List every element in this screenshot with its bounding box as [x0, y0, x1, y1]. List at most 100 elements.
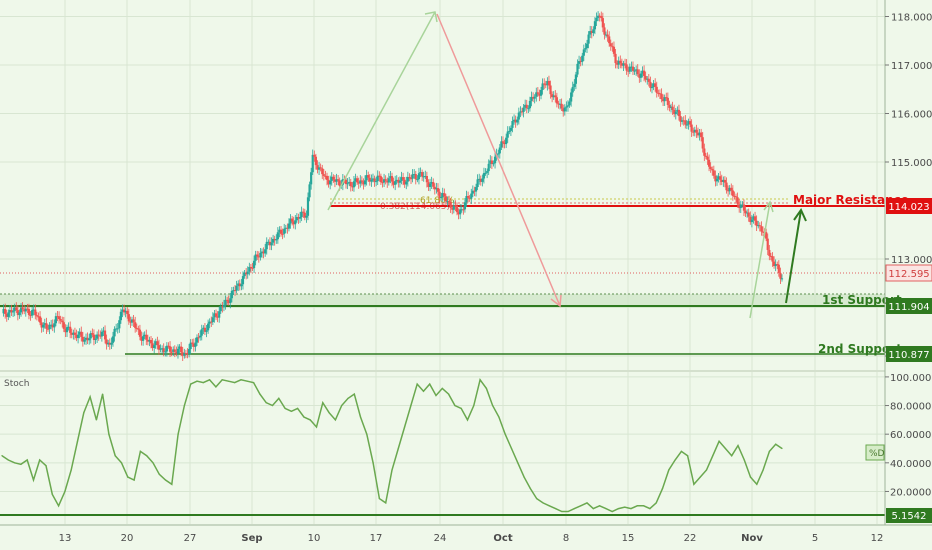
candle-body: [516, 119, 519, 123]
candle-body: [78, 331, 81, 335]
stoch-point: [768, 450, 771, 452]
candle-body: [465, 196, 468, 203]
candle-body: [107, 342, 110, 345]
candle-body: [57, 316, 61, 320]
stoch-point: [227, 380, 230, 382]
candle-body: [681, 120, 684, 122]
candle-body: [430, 182, 433, 184]
candle-body: [746, 212, 749, 214]
stoch-point: [139, 450, 141, 452]
time-tick-label: 13: [59, 533, 72, 544]
candle-body: [387, 178, 390, 183]
stoch-point: [372, 462, 374, 464]
candle-body: [392, 181, 395, 185]
candle-body: [505, 137, 508, 145]
stoch-point: [636, 505, 638, 507]
candle-body: [679, 116, 682, 122]
candle-body: [164, 351, 167, 353]
stoch-point: [259, 393, 261, 395]
candle-body: [384, 179, 387, 181]
candle-body: [59, 319, 62, 321]
horizontal-gridlines: [0, 16, 885, 357]
candle-body: [381, 182, 384, 184]
stoch-point: [328, 412, 330, 414]
candle-body: [598, 15, 601, 17]
candle-body: [91, 333, 94, 335]
time-tick-label: Nov: [741, 533, 763, 544]
candle-body: [367, 175, 370, 178]
stoch-point: [655, 502, 657, 504]
stoch-point: [89, 396, 91, 398]
candle-body: [524, 104, 527, 108]
candle-body: [216, 316, 219, 318]
price-tick-label: 116.000: [891, 110, 932, 121]
candle-body: [733, 195, 736, 197]
candle-body: [81, 336, 84, 342]
candle-body: [631, 66, 635, 71]
major-resistance-label: Major Resistance: [793, 193, 909, 207]
candle-body: [723, 179, 727, 183]
candle-body: [335, 179, 338, 182]
candle-body: [419, 172, 422, 174]
stoch-point: [347, 397, 349, 399]
candle-body: [311, 154, 314, 173]
candle-body: [135, 327, 138, 329]
candle-body: [129, 321, 132, 323]
stoch-point: [297, 407, 299, 410]
stoch-point: [366, 433, 368, 435]
stoch-point: [309, 419, 311, 421]
candle-body: [715, 178, 719, 182]
candle-body: [512, 119, 516, 122]
stoch-legend-label: %D: [869, 449, 885, 459]
candle-body: [50, 324, 53, 326]
candle-body: [45, 323, 48, 329]
candle-body: [389, 176, 392, 179]
candle-body: [173, 349, 176, 352]
candle-body: [51, 324, 54, 328]
stoch-point: [32, 479, 35, 481]
stoch-point: [284, 407, 286, 410]
candle-body: [194, 342, 197, 347]
stoch-horizontal-gridlines: [0, 376, 885, 492]
stoch-legend-box: [865, 444, 885, 461]
candle-body: [438, 191, 441, 199]
candle-body: [425, 176, 428, 183]
candle-body: [582, 49, 585, 56]
candle-body: [487, 163, 490, 172]
first-support-label: 1st Support: [822, 293, 902, 307]
stoch-point: [120, 462, 123, 464]
candle-body: [61, 320, 64, 323]
candle-body: [668, 104, 671, 108]
resistance-price-tag-text: 114.023: [888, 202, 929, 213]
candle-body: [478, 178, 481, 180]
candle-body: [65, 327, 69, 333]
candle-body: [644, 75, 647, 80]
candle-body: [654, 83, 657, 87]
stoch-point: [215, 386, 217, 388]
candle-body: [376, 175, 379, 182]
candle-body: [616, 63, 619, 65]
price-axis[interactable]: 118.000117.000116.000115.000113.000111.0…: [884, 0, 932, 525]
candle-body: [200, 329, 203, 336]
candle-body: [433, 186, 436, 190]
candle-body: [34, 309, 37, 316]
candle-body: [352, 181, 356, 188]
candle-body: [184, 352, 188, 354]
candle-body: [454, 205, 457, 207]
candle-body: [206, 323, 210, 331]
stoch-point: [385, 502, 387, 504]
stoch-point: [611, 510, 613, 513]
stoch-point: [598, 505, 601, 507]
candle-body: [283, 228, 286, 234]
time-axis[interactable]: 13 20 27 Sep 10 17 24 Oct 8 15 22 Nov 5 12: [0, 524, 932, 544]
candle-body: [35, 315, 38, 317]
candle-body: [766, 238, 769, 250]
stoch-point: [630, 508, 632, 510]
candle-body: [102, 330, 105, 332]
candle-body: [560, 103, 563, 109]
candle-body: [251, 267, 254, 269]
stoch-points: [1, 379, 783, 513]
candle-body: [76, 334, 80, 339]
current-price-tag: [885, 264, 932, 282]
candle-body: [514, 119, 517, 123]
